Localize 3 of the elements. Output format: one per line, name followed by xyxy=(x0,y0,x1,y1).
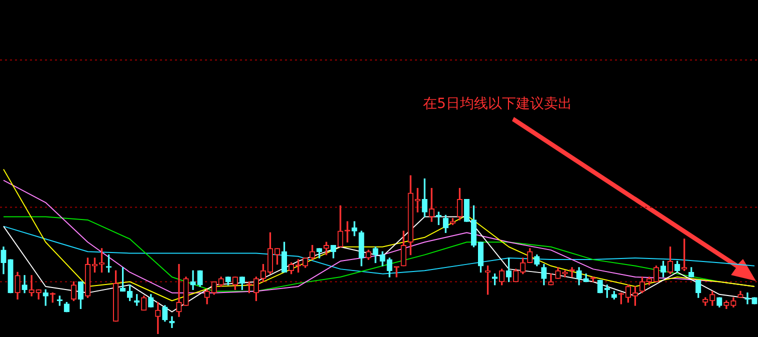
text: 在5日均线以下建议卖出 xyxy=(423,95,572,113)
candlestick xyxy=(394,266,400,278)
candlestick xyxy=(176,264,182,317)
